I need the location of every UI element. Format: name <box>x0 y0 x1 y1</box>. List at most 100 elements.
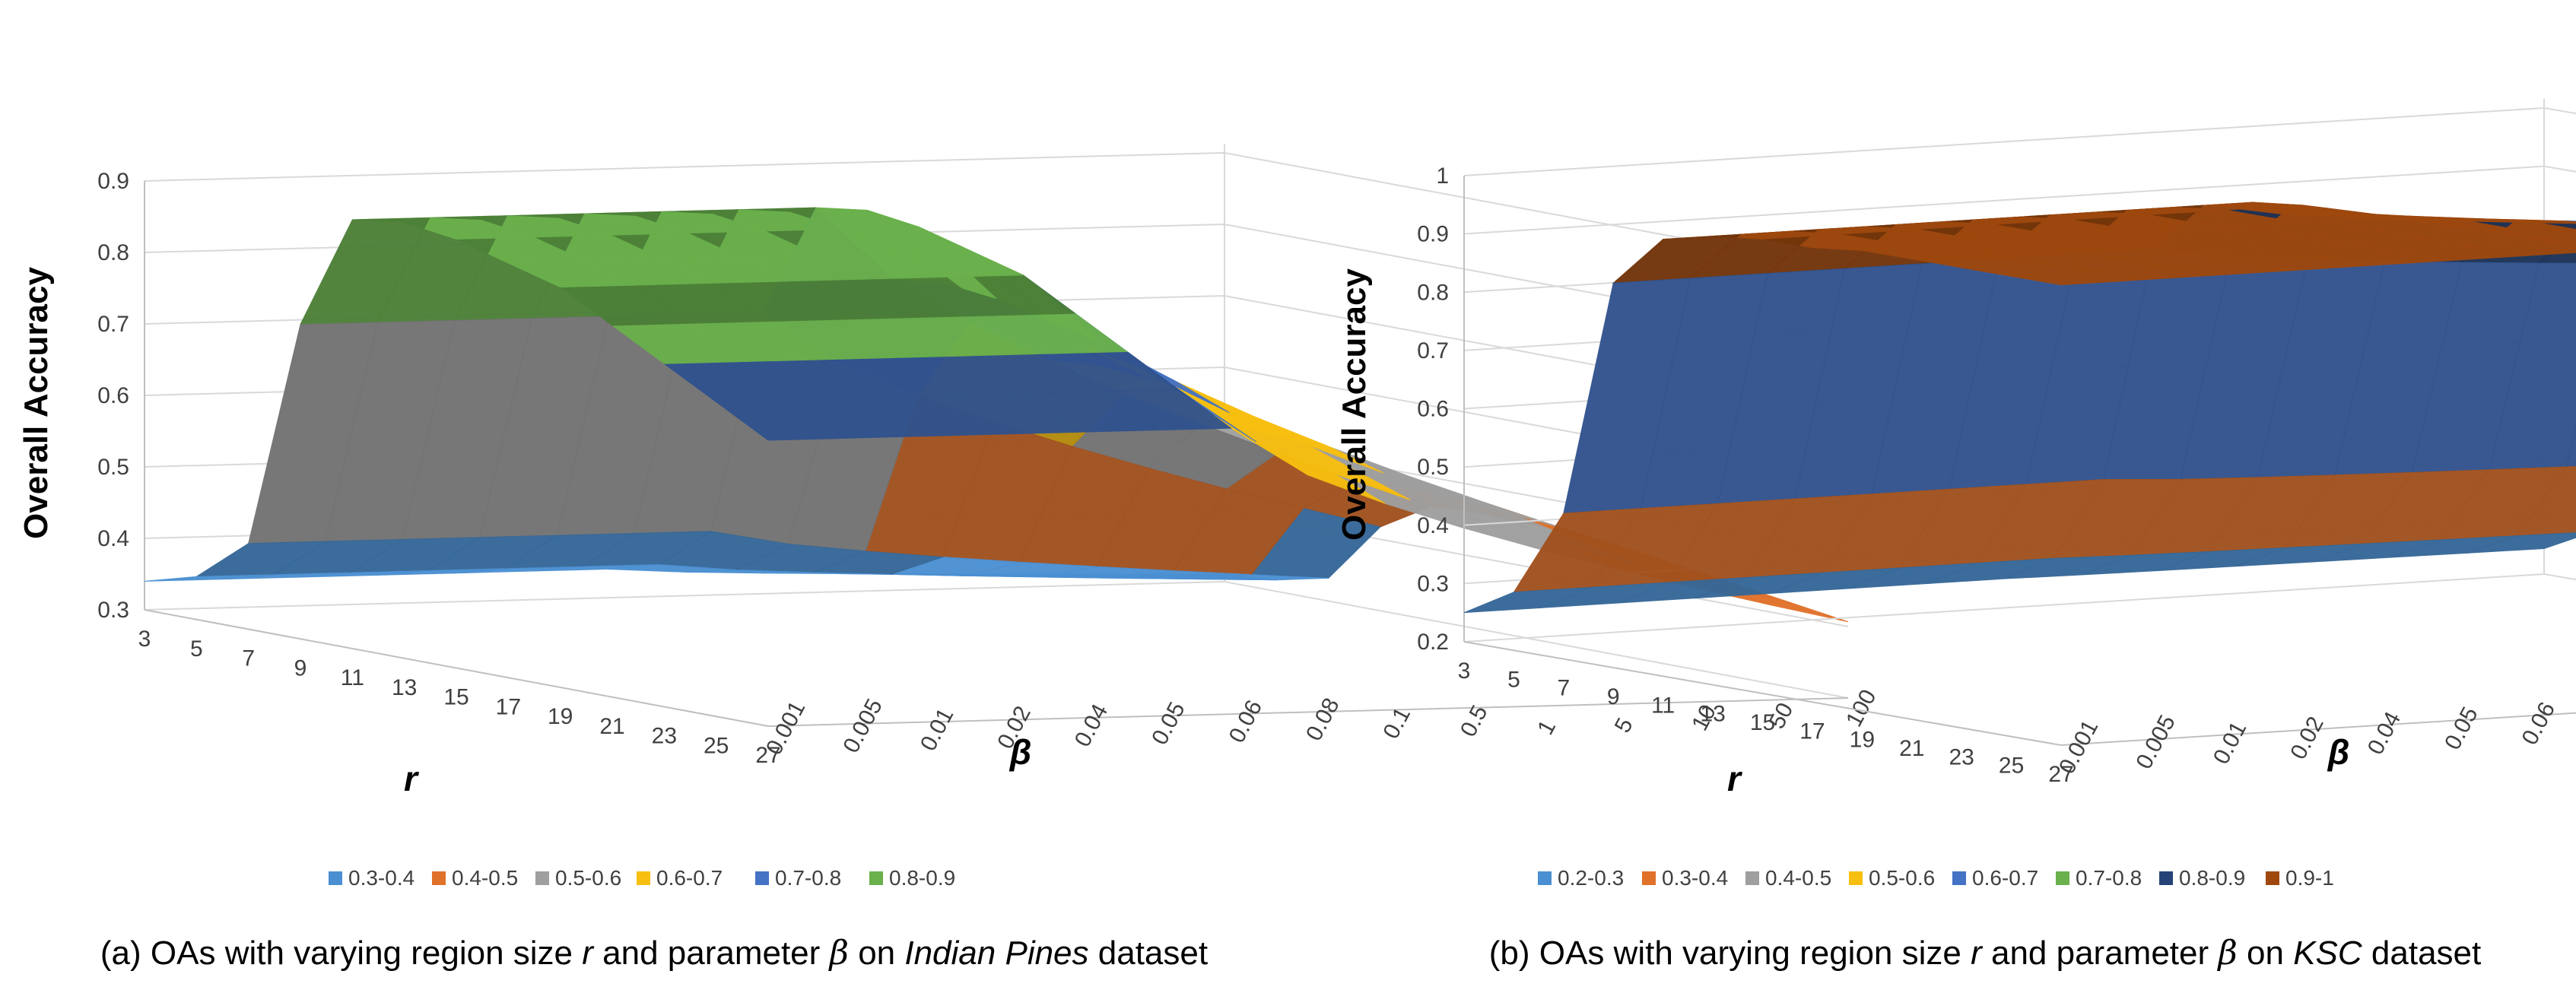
chart-indian-pines: 0.30.40.50.60.70.80.93 5 7 9 11 13 15 17 19 21 23 2… <box>17 144 1882 890</box>
beta-tick-label: 0.005 <box>2131 711 2180 773</box>
gridline <box>1463 106 2576 176</box>
beta-tick-labels: 0.0010.0050.010.020.040.050.060.080.10.5… <box>2054 698 2561 778</box>
r-tick-label: 19 <box>1850 728 1875 753</box>
z-tick-labels: 0.3 0.4 0.5 0.6 0.7 0.8 0.9 <box>97 169 129 623</box>
r-axis-title: r <box>404 759 419 798</box>
z-tick-label: 0.4 <box>1417 513 1449 538</box>
z-tick-label: 0.5 <box>97 455 129 480</box>
beta-tick-label: 0.04 <box>2363 708 2406 759</box>
legend-swatch <box>432 871 446 885</box>
legend-swatch <box>1849 871 1863 885</box>
z-tick-label: 0.6 <box>1417 397 1449 422</box>
beta-tick-label: 1 <box>1533 716 1561 739</box>
z-tick-label: 0.7 <box>97 312 129 337</box>
beta-axis-title: β <box>1009 732 1032 772</box>
legend-label: 0.4-0.5 <box>1765 866 1831 890</box>
beta-tick-label: 0.04 <box>1070 700 1113 751</box>
legend-swatch <box>535 871 549 885</box>
r-tick-label: 3 <box>1458 658 1471 684</box>
r-tick-label: 11 <box>1651 693 1675 718</box>
r-tick-label: 9 <box>294 655 307 681</box>
r-tick-label: 23 <box>1949 744 1974 769</box>
beta-axis-title: β <box>2327 732 2350 772</box>
legend-swatch <box>1745 871 1759 885</box>
legend-swatch <box>869 871 883 885</box>
r-tick-label: 27 <box>2048 762 2073 787</box>
legend-label: 0.4-0.5 <box>452 866 518 890</box>
legend-label: 0.6-0.7 <box>656 866 723 890</box>
beta-tick-label: 0.06 <box>1224 696 1268 747</box>
z-tick-label: 0.8 <box>97 240 129 265</box>
z-tick-label: 0.5 <box>1417 455 1449 480</box>
surface <box>1463 201 2576 614</box>
legend-swatch <box>1538 871 1552 885</box>
legend-label: 0.2-0.3 <box>1558 866 1624 890</box>
beta-axis-line <box>2060 712 2576 746</box>
z-tick-label: 0.9 <box>97 169 129 194</box>
r-tick-label: 7 <box>1557 676 1570 701</box>
r-tick-label: 13 <box>392 675 417 700</box>
beta-tick-label: 0.01 <box>916 704 959 755</box>
r-tick-label: 17 <box>496 694 521 719</box>
legend-label: 0.6-0.7 <box>1972 866 2038 890</box>
legend-label: 0.3-0.4 <box>348 866 415 890</box>
z-tick-label: 0.8 <box>1417 280 1449 305</box>
caption-a: (a) OAs with varying region size r and p… <box>100 934 1209 973</box>
legend-label: 0.9-1 <box>2285 866 2334 890</box>
r-tick-label: 13 <box>1700 702 1725 727</box>
legend-label: 0.8-0.9 <box>889 866 955 890</box>
legend-swatch <box>2266 871 2279 885</box>
z-tick-label: 0.3 <box>1417 571 1449 596</box>
legend: 0.3-0.4 0.4-0.5 0.5-0.6 0.6-0.7 0.7-0.8 0.8-0… <box>329 866 955 890</box>
legend: 0.2-0.3 0.3-0.4 0.4-0.5 0.5-0.6 0.6-0.7 0.7-0… <box>1538 866 2334 890</box>
r-tick-labels: 3 5 7 9 11 13 15 17 19 21 23 25 27 <box>138 627 781 768</box>
r-tick-label: 17 <box>1799 719 1825 744</box>
beta-tick-label: 0.05 <box>1147 698 1190 749</box>
r-tick-label: 25 <box>704 733 729 758</box>
r-axis-line <box>1463 641 2062 746</box>
chart-ksc: 0.20.30.40.50.60.70.80.913 5 7 9 11 13 15 17 19 2… <box>1336 98 2576 890</box>
beta-tick-label: 0.02 <box>2285 712 2329 763</box>
r-tick-label: 15 <box>1750 710 1775 735</box>
caption-b: (b) OAs with varying region size r and p… <box>1488 934 2482 973</box>
beta-tick-label: 0.005 <box>838 695 887 757</box>
r-tick-label: 5 <box>1507 667 1520 692</box>
legend-label: 0.3-0.4 <box>1662 866 1728 890</box>
z-axis-title: Overall Accuracy <box>17 267 55 539</box>
z-tick-label: 0.9 <box>1417 222 1449 247</box>
r-tick-label: 25 <box>1999 754 2024 779</box>
beta-axis-line <box>767 697 1849 727</box>
r-tick-label: 19 <box>548 704 573 729</box>
r-tick-label: 15 <box>443 685 469 710</box>
legend-label: 0.7-0.8 <box>2076 866 2142 890</box>
floor-axes <box>1463 176 2576 746</box>
r-tick-label: 3 <box>138 627 151 652</box>
r-axis-title: r <box>1727 759 1742 798</box>
legend-label: 0.5-0.6 <box>1869 866 1935 890</box>
z-tick-label: 1 <box>1436 163 1449 189</box>
z-tick-label: 0.4 <box>97 526 129 551</box>
z-tick-labels: 0.2 0.3 0.4 0.5 0.6 0.7 0.8 0.9 1 <box>1417 163 1449 655</box>
z-axis-title: Overall Accuracy <box>1336 268 1373 541</box>
z-tick-label: 0.6 <box>97 383 129 408</box>
z-tick-label: 0.2 <box>1417 630 1449 655</box>
surface-patch <box>144 574 274 582</box>
legend-label: 0.8-0.9 <box>2179 866 2245 890</box>
legend-swatch <box>755 871 769 885</box>
surface-patch <box>1463 586 1592 614</box>
beta-tick-label: 0.06 <box>2517 698 2561 749</box>
z-tick-label: 0.7 <box>1417 338 1449 363</box>
r-tick-label: 21 <box>1899 736 1924 761</box>
r-tick-label: 7 <box>242 646 255 671</box>
legend-swatch <box>329 871 342 885</box>
r-tick-label: 11 <box>341 665 364 690</box>
legend-swatch <box>2056 871 2069 885</box>
legend-label: 0.7-0.8 <box>775 866 841 890</box>
beta-tick-label: 0.01 <box>2209 718 2252 769</box>
legend-swatch <box>2159 871 2173 885</box>
legend-label: 0.5-0.6 <box>555 866 621 890</box>
r-tick-label: 9 <box>1607 684 1620 709</box>
legend-swatch <box>1952 871 1966 885</box>
r-axis-line <box>144 609 769 727</box>
